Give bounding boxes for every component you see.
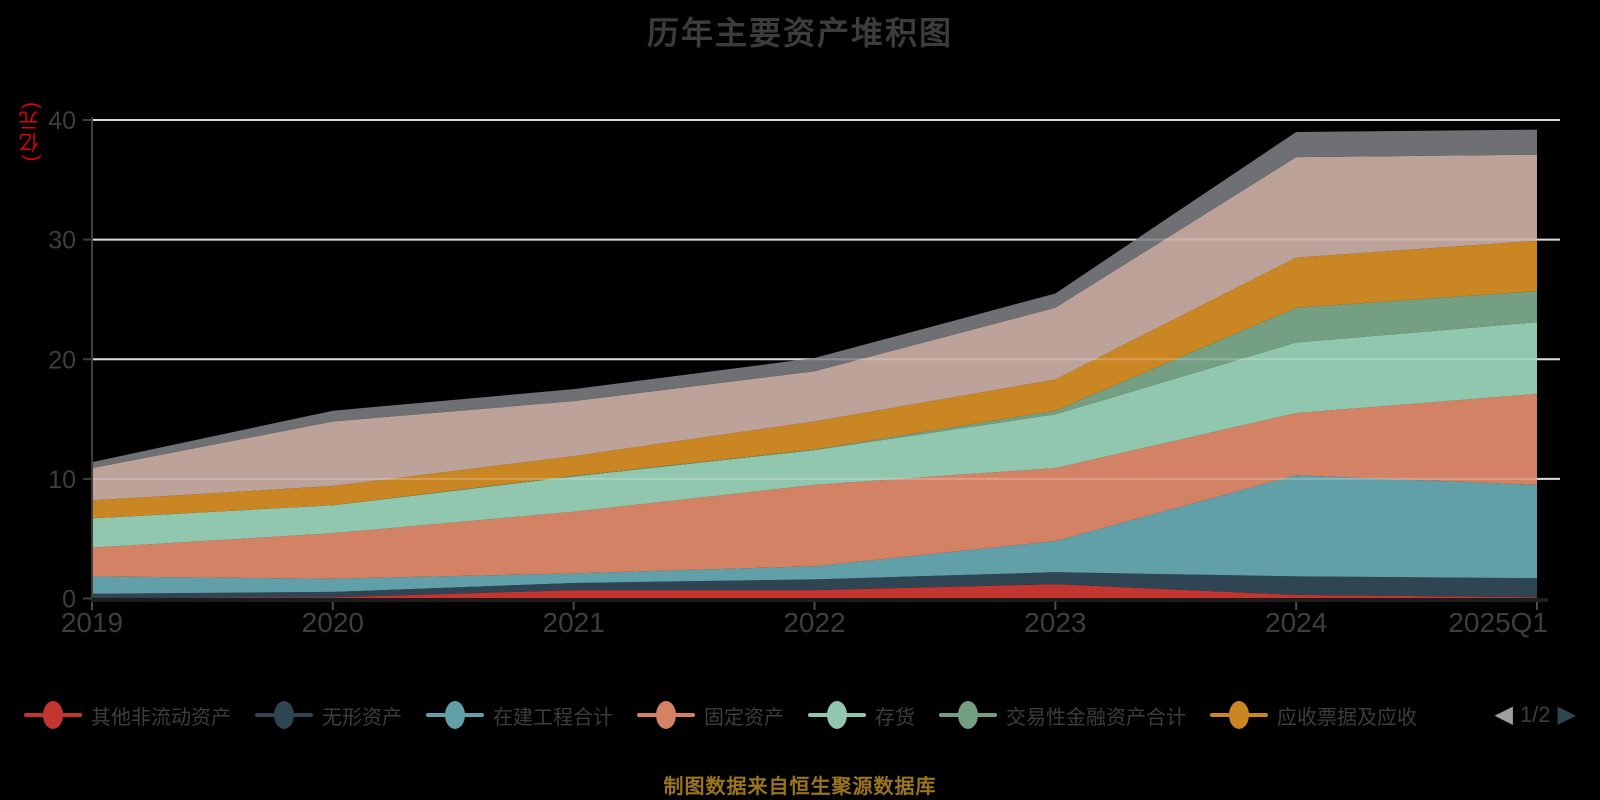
x-tick-label-2023: 2023 xyxy=(1024,607,1086,638)
area-series-2 xyxy=(92,475,1537,594)
legend-item-label: 交易性金融资产合计 xyxy=(1006,706,1186,729)
legend-item-1[interactable]: 无形资产 xyxy=(255,700,402,730)
y-tick-label-30: 30 xyxy=(48,227,76,255)
legend-item-label: 无形资产 xyxy=(322,706,402,729)
area-series-8 xyxy=(92,129,1537,469)
area-series-4 xyxy=(92,322,1537,548)
x-tick-label-2024: 2024 xyxy=(1265,607,1327,638)
legend-item-6[interactable]: 应收票据及应收 xyxy=(1210,700,1417,730)
legend-series-marker-icon xyxy=(255,700,313,730)
x-tick-label-2022: 2022 xyxy=(783,607,845,638)
legend-series-marker-icon xyxy=(24,700,82,730)
legend-prev-button[interactable]: ◀ xyxy=(1494,701,1513,728)
legend: 其他非流动资产 无形资产 在建工程合计 固定资产 存货 交易性金融资产合计 应收票据及应收 … xyxy=(0,700,1600,730)
area-series-5 xyxy=(92,291,1537,519)
legend-item-3[interactable]: 固定资产 xyxy=(637,700,784,730)
legend-item-label: 固定资产 xyxy=(704,706,784,729)
legend-item-4[interactable]: 存货 xyxy=(808,700,915,730)
x-tick-label-2020: 2020 xyxy=(302,607,364,638)
y-tick-label-10: 10 xyxy=(48,466,76,494)
x-tick-label-2021: 2021 xyxy=(543,607,605,638)
legend-page-indicator: 1/2 xyxy=(1519,702,1551,727)
legend-series-marker-icon xyxy=(939,700,997,730)
legend-series-marker-icon xyxy=(637,700,695,730)
legend-item-label: 存货 xyxy=(875,706,915,729)
x-tick-label-2025Q1: 2025Q1 xyxy=(1448,607,1548,638)
legend-item-2[interactable]: 在建工程合计 xyxy=(426,700,613,730)
y-tick-label-20: 20 xyxy=(48,346,76,374)
legend-item-label: 在建工程合计 xyxy=(493,706,613,729)
y-tick-label-0: 0 xyxy=(62,586,76,614)
y-tick-label-40: 40 xyxy=(48,107,76,135)
x-tick-label-2019: 2019 xyxy=(61,607,123,638)
legend-series-marker-icon xyxy=(1210,700,1268,730)
legend-item-label: 应收票据及应收 xyxy=(1277,706,1417,729)
area-series-1 xyxy=(92,572,1537,598)
legend-item-5[interactable]: 交易性金融资产合计 xyxy=(939,700,1186,730)
legend-series-marker-icon xyxy=(808,700,866,730)
area-series-3 xyxy=(92,393,1537,579)
data-source-note: 制图数据来自恒生聚源数据库 xyxy=(663,776,937,798)
legend-pagination: ◀ 1/2 ▶ xyxy=(1494,700,1576,730)
chart-title: 历年主要资产堆积图 xyxy=(646,15,953,51)
legend-next-button[interactable]: ▶ xyxy=(1557,701,1576,728)
area-series-7 xyxy=(92,154,1537,501)
legend-item-label: 其他非流动资产 xyxy=(91,706,231,729)
area-series-6 xyxy=(92,240,1537,519)
area-series-0 xyxy=(92,584,1537,599)
legend-item-0[interactable]: 其他非流动资产 xyxy=(24,700,231,730)
legend-series-marker-icon xyxy=(426,700,484,730)
